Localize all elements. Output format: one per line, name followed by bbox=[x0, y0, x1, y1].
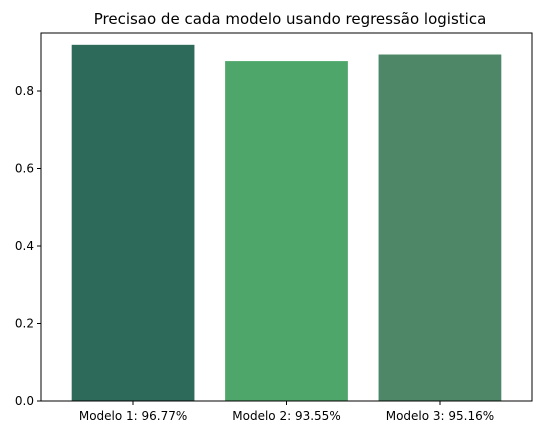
x-tick-label: Modelo 1: 96.77% bbox=[79, 409, 187, 423]
y-tick-label: 0.2 bbox=[15, 316, 34, 330]
y-tick-label: 0.4 bbox=[15, 239, 34, 253]
y-axis-ticks: 0.0 0.2 0.4 0.6 0.8 bbox=[15, 84, 41, 408]
chart-title: Precisao de cada modelo usando regressão… bbox=[94, 10, 487, 28]
bar-2 bbox=[225, 61, 348, 401]
y-tick-label: 0.0 bbox=[15, 394, 34, 408]
bar-1 bbox=[71, 44, 195, 401]
x-axis-ticks: Modelo 1: 96.77% Modelo 2: 93.55% Modelo 3… bbox=[79, 401, 494, 423]
x-tick-label: Modelo 2: 93.55% bbox=[232, 409, 340, 423]
x-tick-label: Modelo 3: 95.16% bbox=[386, 409, 494, 423]
y-tick-label: 0.6 bbox=[15, 161, 34, 175]
bars-layer bbox=[71, 44, 502, 401]
y-tick-label: 0.8 bbox=[15, 84, 34, 98]
bar-3 bbox=[378, 54, 502, 401]
